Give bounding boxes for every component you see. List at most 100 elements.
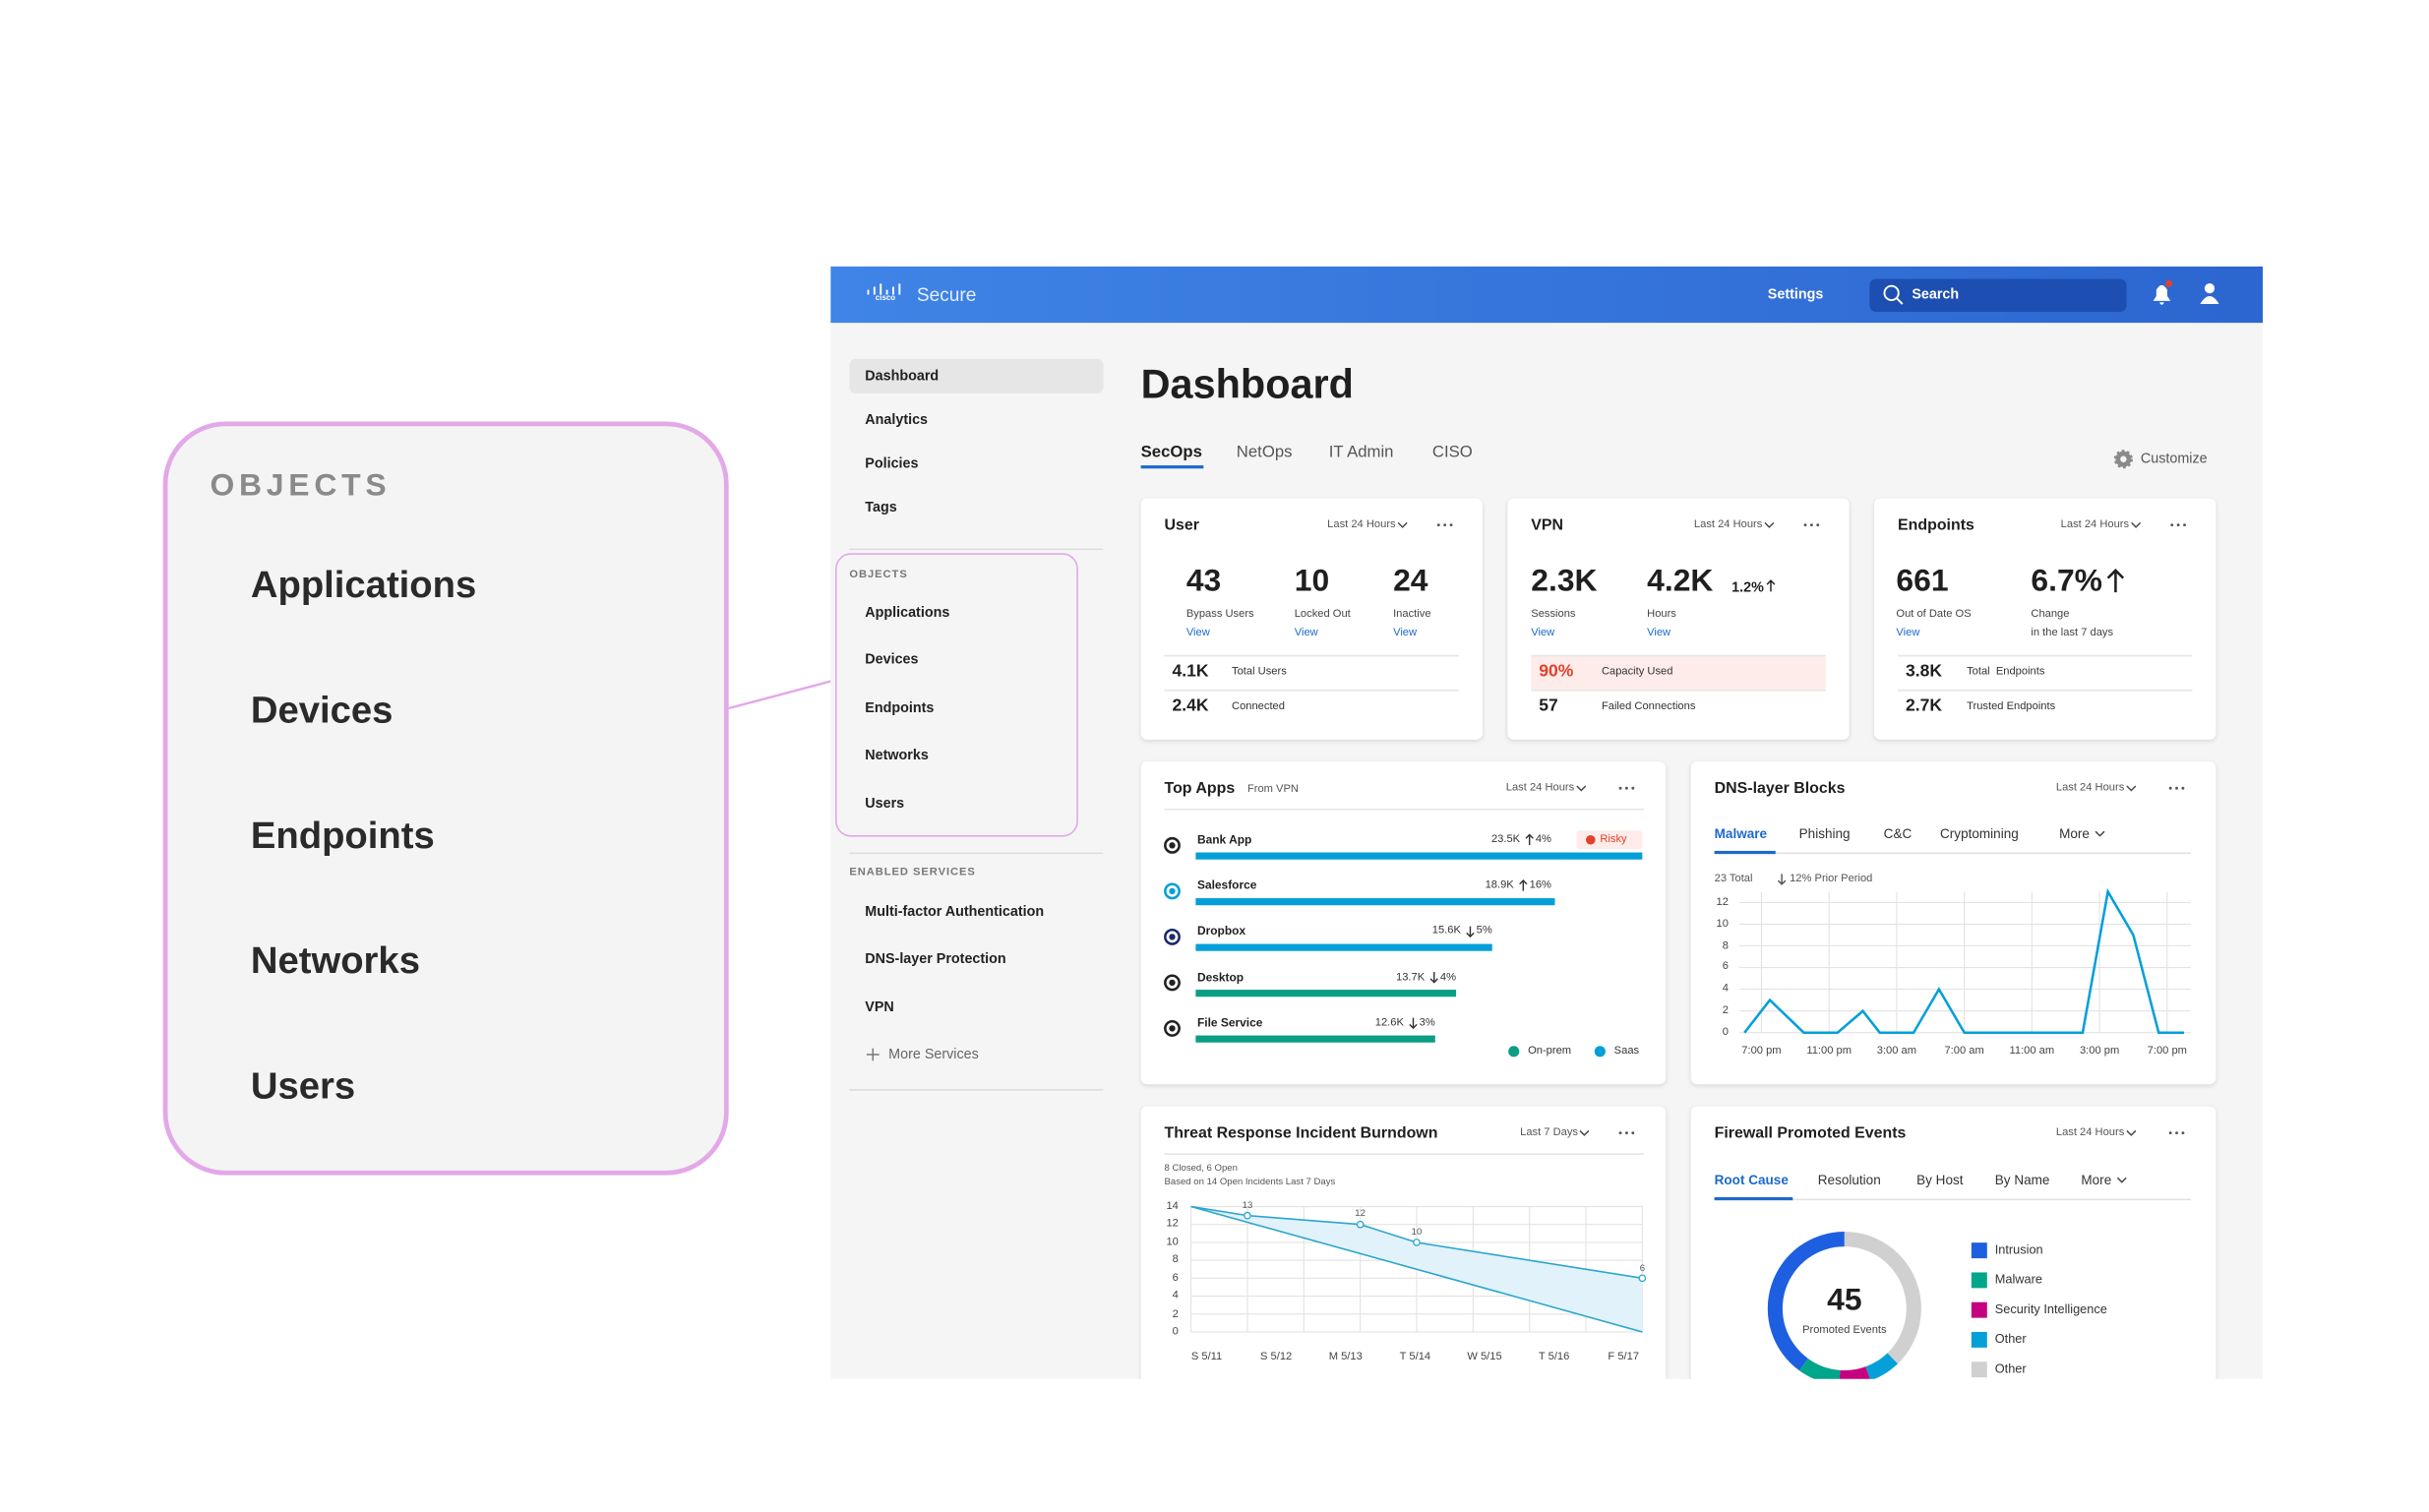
view-link[interactable]: View bbox=[1531, 627, 1555, 639]
nav-item[interactable]: VPN bbox=[865, 998, 894, 1014]
tab[interactable]: Cryptomining bbox=[1940, 825, 2019, 841]
nav-item[interactable]: Analytics bbox=[865, 411, 929, 428]
tab[interactable]: CISO bbox=[1431, 443, 1473, 462]
more-dot bbox=[2176, 523, 2180, 527]
app-window: cisco Secure Settings Search Dashboard Analyt… bbox=[830, 266, 2264, 1379]
view-link[interactable]: View bbox=[1294, 627, 1318, 639]
customize-link[interactable]: Customize bbox=[2140, 450, 2208, 466]
more-dot bbox=[1618, 786, 1622, 790]
more-dot bbox=[1803, 523, 1807, 527]
view-link[interactable]: View bbox=[1185, 627, 1210, 639]
nav-item[interactable]: Endpoints bbox=[865, 698, 935, 715]
tab[interactable]: By Name bbox=[1994, 1172, 2050, 1188]
nav-item[interactable]: Multi-factor Authentication bbox=[865, 903, 1045, 920]
data-label: 13 bbox=[1242, 1201, 1253, 1211]
time-range[interactable]: Last 24 Hours bbox=[1327, 519, 1396, 531]
app-icon bbox=[1169, 979, 1176, 987]
y-tick-label: 2 bbox=[1722, 1005, 1729, 1017]
time-range[interactable]: Last 7 Days bbox=[1520, 1127, 1579, 1139]
app-name: File Service bbox=[1196, 1015, 1263, 1030]
view-link[interactable]: View bbox=[1647, 627, 1671, 639]
app-change: 5% bbox=[1476, 926, 1492, 937]
tab[interactable]: NetOps bbox=[1236, 443, 1293, 462]
section-label: OBJECTS bbox=[849, 570, 908, 581]
divider bbox=[1714, 1198, 2191, 1201]
nav-item[interactable]: More Services bbox=[888, 1046, 979, 1062]
time-range[interactable]: Last 24 Hours bbox=[2060, 519, 2130, 531]
tab[interactable]: C&C bbox=[1883, 825, 1913, 841]
stat-value: 4.2K bbox=[1647, 564, 1714, 599]
bar bbox=[1195, 943, 1492, 951]
stat-value: 10 bbox=[1294, 564, 1330, 599]
settings-link[interactable]: Settings bbox=[1767, 285, 1824, 302]
view-link[interactable]: View bbox=[1896, 627, 1920, 639]
more-dot bbox=[1631, 786, 1635, 790]
stat-label: Locked Out bbox=[1294, 608, 1351, 620]
tab[interactable]: By Host bbox=[1916, 1172, 1964, 1188]
data-label: 6 bbox=[1639, 1263, 1646, 1274]
arrow-up-icon bbox=[1766, 579, 1776, 592]
summary: 8 Closed, 6 Open bbox=[1164, 1164, 1238, 1175]
y-tick-label: 8 bbox=[1722, 939, 1729, 952]
nav-item[interactable]: Policies bbox=[865, 454, 919, 471]
app-icon bbox=[1169, 842, 1176, 849]
nav-item[interactable]: Applications bbox=[865, 604, 950, 620]
view-link[interactable]: View bbox=[1393, 627, 1418, 639]
y-tick-label: 4 bbox=[1172, 1290, 1179, 1302]
tab[interactable]: Resolution bbox=[1817, 1172, 1881, 1188]
tab-underline bbox=[1140, 465, 1204, 469]
legend-swatch bbox=[1971, 1272, 1987, 1289]
nav-item[interactable]: Tags bbox=[865, 499, 897, 515]
legend-swatch bbox=[1971, 1301, 1987, 1318]
arrow-down-icon bbox=[1777, 874, 1787, 885]
time-range[interactable]: Last 24 Hours bbox=[1505, 782, 1575, 794]
y-tick-label: 2 bbox=[1172, 1308, 1179, 1320]
time-range[interactable]: Last 24 Hours bbox=[2055, 782, 2125, 794]
callout-item: Networks bbox=[250, 939, 420, 983]
nav-item[interactable]: Dashboard bbox=[865, 367, 940, 384]
app-name: Dropbox bbox=[1196, 924, 1246, 938]
card-title: VPN bbox=[1531, 516, 1564, 535]
tab[interactable]: SecOps bbox=[1140, 443, 1202, 462]
nav-item[interactable]: Users bbox=[865, 794, 905, 811]
notification-dot bbox=[2165, 279, 2173, 287]
app-change: 3% bbox=[1419, 1017, 1435, 1029]
divider bbox=[1898, 654, 2193, 657]
arrow-down-icon bbox=[1429, 972, 1438, 984]
line bbox=[1190, 1205, 1643, 1333]
more-dot bbox=[2175, 1131, 2178, 1135]
card bbox=[1690, 761, 2216, 1085]
bar bbox=[1195, 852, 1643, 860]
nav-item[interactable]: Networks bbox=[865, 747, 929, 763]
time-range[interactable]: Last 24 Hours bbox=[1693, 519, 1763, 531]
more-dot bbox=[2183, 523, 2186, 527]
row-value: 90% bbox=[1539, 662, 1574, 682]
tab[interactable]: More bbox=[2059, 825, 2090, 841]
callout-connector bbox=[728, 679, 836, 710]
search-placeholder[interactable]: Search bbox=[1912, 285, 1960, 302]
chevron-icon bbox=[2095, 830, 2105, 837]
brand: Secure bbox=[916, 283, 977, 306]
tab[interactable]: Phishing bbox=[1798, 825, 1851, 841]
search-box[interactable] bbox=[1869, 278, 2127, 312]
tab[interactable]: Root Cause bbox=[1714, 1172, 1789, 1188]
app-icon bbox=[1164, 1019, 1181, 1037]
nav-item[interactable]: Devices bbox=[865, 651, 919, 668]
tab[interactable]: Malware bbox=[1714, 825, 1768, 841]
x-tick-label: 7:00 am bbox=[1944, 1046, 1984, 1058]
card-title: User bbox=[1164, 516, 1199, 535]
data-label: 18.9K bbox=[1485, 879, 1514, 891]
tab[interactable]: IT Admin bbox=[1328, 443, 1394, 462]
chevron-icon bbox=[1764, 521, 1775, 528]
more-dot bbox=[2168, 1131, 2172, 1135]
legend-label: Security Intelligence bbox=[1994, 1301, 2107, 1317]
more-dot bbox=[2181, 1131, 2185, 1135]
time-range[interactable]: Last 24 Hours bbox=[2055, 1127, 2125, 1139]
nav-item[interactable]: DNS-layer Protection bbox=[865, 950, 1006, 967]
divider bbox=[849, 1089, 1104, 1091]
legend-swatch bbox=[1971, 1331, 1987, 1348]
chevron-icon bbox=[1397, 521, 1408, 528]
callout-item: Users bbox=[250, 1065, 356, 1109]
logo-text: cisco bbox=[875, 293, 896, 304]
tab[interactable]: More bbox=[2081, 1172, 2112, 1188]
